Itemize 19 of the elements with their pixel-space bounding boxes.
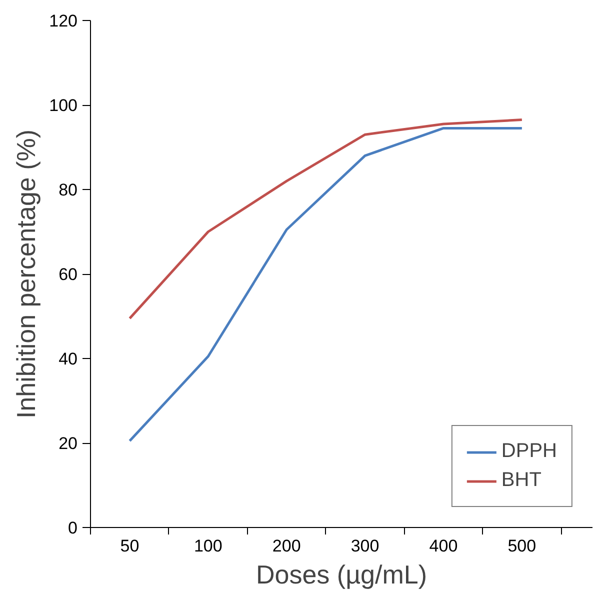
x-tick-label: 100 (194, 536, 222, 556)
x-tick-label: 50 (120, 536, 140, 556)
x-tick-label: 400 (429, 536, 458, 556)
y-tick-label: 100 (49, 96, 78, 115)
y-tick-label: 40 (58, 350, 78, 368)
x-axis-title: Doses (µg/mL) (256, 560, 428, 590)
legend-label: DPPH (501, 440, 557, 463)
line-series (128, 126, 524, 442)
x-tick-label: 200 (272, 536, 301, 556)
y-tick-label: 60 (58, 265, 78, 284)
y-tick-label: 120 (49, 12, 78, 30)
y-tick-label: 0 (68, 518, 78, 538)
line-series (128, 118, 524, 320)
legend-label: BHT (501, 469, 542, 492)
x-tick-label: 500 (508, 536, 536, 556)
y-tick-label: 20 (58, 434, 78, 453)
x-tick-label: 300 (350, 536, 380, 556)
y-tick-label: 80 (58, 180, 78, 200)
y-axis-title: Inhibition percentage (%) (11, 129, 42, 419)
